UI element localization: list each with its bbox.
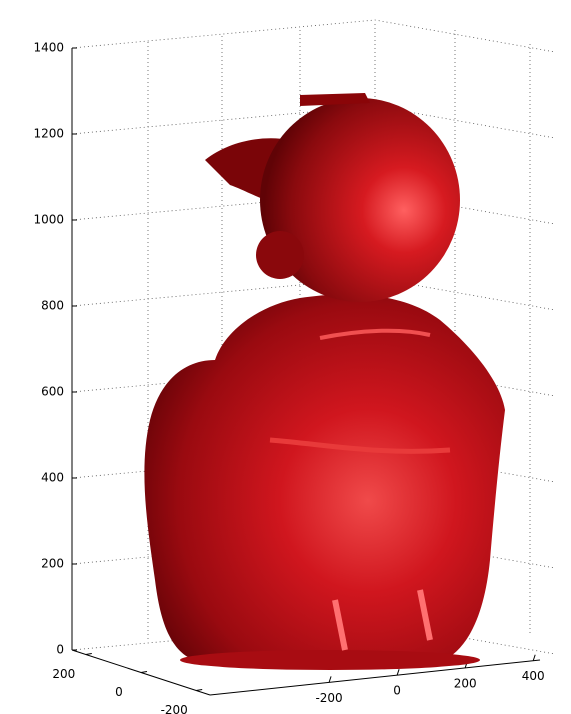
y-tick-label: -200: [161, 703, 188, 714]
head: [260, 98, 460, 302]
x-tick-label: 200: [454, 676, 477, 690]
body: [144, 294, 505, 670]
belly-fold: [269, 437, 451, 454]
y-tick-label: 200: [52, 667, 75, 681]
leg-highlight: [332, 589, 433, 651]
figurine-surface: [144, 93, 505, 670]
z-tick-label: 200: [41, 557, 64, 571]
x-tick: [532, 654, 536, 661]
z-tick-label: 600: [41, 385, 64, 399]
y-tick: [140, 671, 148, 673]
base: [180, 650, 480, 670]
y-tick: [85, 653, 92, 655]
neck-ridge: [319, 328, 431, 340]
x-axis: [209, 659, 541, 696]
ear: [256, 231, 304, 279]
x-tick-label: 0: [393, 684, 401, 698]
z-tick-label: 800: [41, 299, 64, 313]
head-top: [300, 93, 370, 106]
z-tick-label: 400: [41, 471, 64, 485]
z-tick-label: 1000: [33, 213, 64, 227]
axes: 0 200 400 600 800 1000 1200 1400 -200 0 200 400 200 0…: [33, 41, 544, 714]
grid-line: [71, 19, 556, 53]
x-tick-label: -200: [315, 691, 342, 705]
x-tick: [396, 668, 400, 676]
z-tick-label: 1400: [33, 41, 64, 55]
x-tick-label: 400: [522, 669, 545, 683]
z-tick-label: 0: [56, 643, 64, 657]
x-tick: [328, 676, 332, 683]
y-tick-label: 0: [115, 685, 123, 699]
y-tick: [196, 689, 203, 691]
z-tick-label: 1200: [33, 127, 64, 141]
